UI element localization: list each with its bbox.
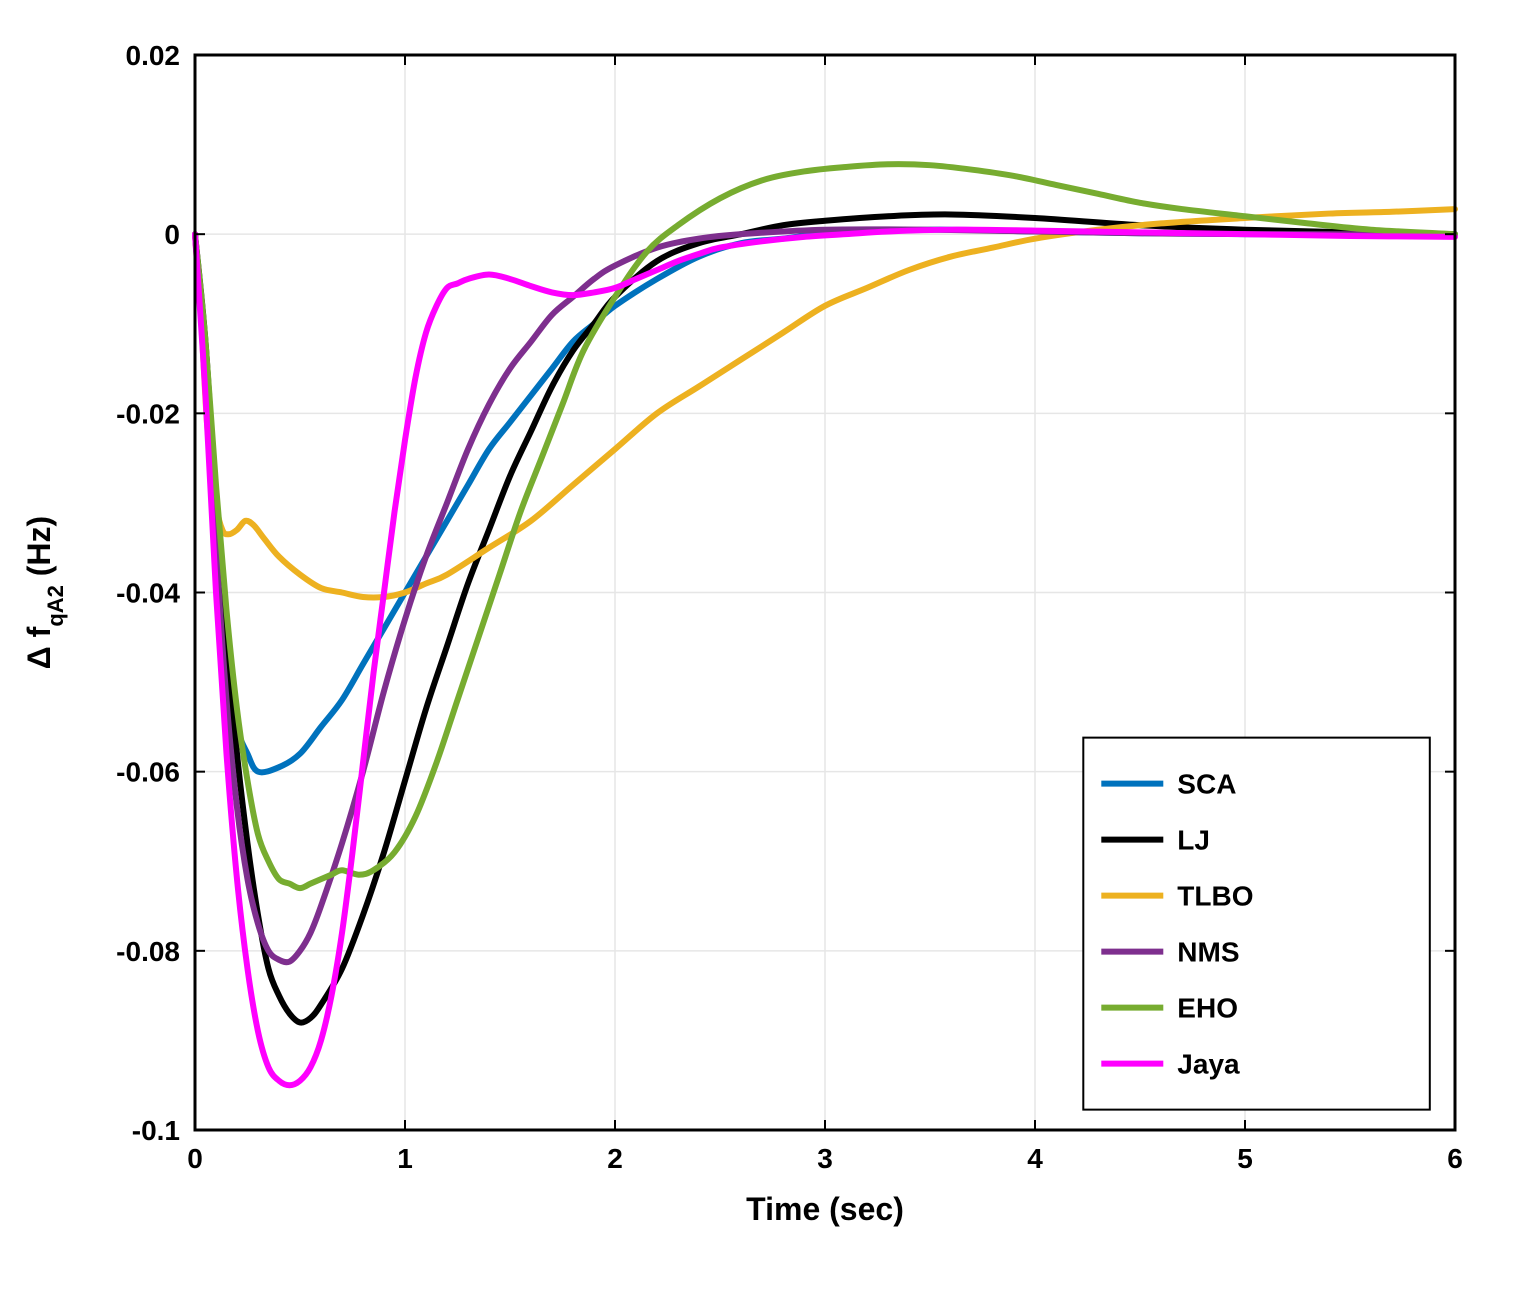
x-tick-label: 0 — [187, 1143, 203, 1174]
y-tick-label: -0.08 — [116, 936, 180, 967]
legend-label-NMS: NMS — [1177, 937, 1239, 968]
line-chart: 0 1 2 3 4 5 6 -0.1 -0.08 -0.06 -0.04 -0.02 0 0.02 Time… — [0, 0, 1524, 1291]
legend-label-LJ: LJ — [1177, 825, 1210, 856]
y-tick-label: 0 — [164, 219, 180, 250]
x-axis-label: Time (sec) — [746, 1191, 904, 1227]
x-tick-label: 4 — [1027, 1143, 1043, 1174]
y-tick-label: -0.06 — [116, 757, 180, 788]
y-tick-label: -0.02 — [116, 398, 180, 429]
x-tick-label: 5 — [1237, 1143, 1253, 1174]
x-tick-label: 6 — [1447, 1143, 1463, 1174]
legend-label-Jaya: Jaya — [1177, 1049, 1240, 1080]
y-tick-label: -0.1 — [132, 1115, 180, 1146]
y-tick-label: 0.02 — [126, 40, 181, 71]
x-tick-label: 1 — [397, 1143, 413, 1174]
legend-label-TLBO: TLBO — [1177, 881, 1253, 912]
x-tick-label: 3 — [817, 1143, 833, 1174]
legend: SCA LJ TLBO NMS EHO Jaya — [1083, 738, 1430, 1110]
legend-label-SCA: SCA — [1177, 769, 1236, 800]
legend-label-EHO: EHO — [1177, 993, 1238, 1024]
y-tick-label: -0.04 — [116, 578, 180, 609]
chart-container: 0 1 2 3 4 5 6 -0.1 -0.08 -0.06 -0.04 -0.02 0 0.02 Time… — [0, 0, 1524, 1291]
x-tick-label: 2 — [607, 1143, 623, 1174]
